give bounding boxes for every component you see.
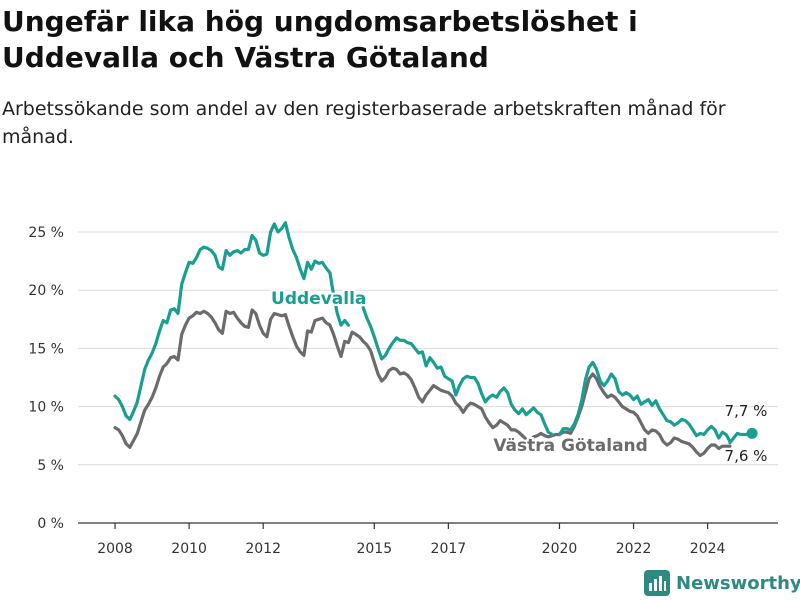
series-line-uddevalla [557,360,732,444]
x-tick-label: 2015 [356,541,392,557]
chart-title: Ungefär lika hög ungdomsarbetslöshet i U… [2,5,638,74]
x-tick-label: 2024 [690,541,726,557]
series-lines [113,221,754,458]
grid-lines [78,231,778,466]
y-tick-label: 20 % [28,283,64,299]
y-tick-label: 5 % [37,458,64,474]
x-tick-label: 2017 [431,541,467,557]
x-tick-label: 2020 [542,541,578,557]
end-point-marker [746,427,758,439]
x-tick-label: 2012 [245,541,281,557]
series-line-uddevalla [113,221,336,421]
logo-text: Newsworthy [676,572,800,594]
series-line-uddevalla [361,306,554,437]
series-name-label: Västra Götaland [493,436,648,456]
y-tick-label: 25 % [28,225,64,241]
end-value-label-vastra-gotaland: 7,6 % [725,447,768,465]
end-value-label-uddevalla: 7,7 % [725,402,768,420]
axes: 0 % 5 % 10 % 15 % 20 % 25 % 2008 2010 2012 2015 20… [28,225,778,557]
x-tick-label: 2022 [616,541,652,557]
y-tick-label: 10 % [28,400,64,416]
chart-subtitle: Arbetssökande som andel av den registerb… [2,98,726,148]
newsworthy-logo: Newsworthy [644,568,800,598]
x-tick-label: 2008 [97,541,133,557]
bar-chart-logo-icon [644,570,670,596]
y-tick-label: 15 % [28,341,64,357]
series-labels: Uddevalla Västra Götaland 7,7 % 7,6 % [269,287,768,465]
series-line-uddevalla [332,293,350,327]
y-tick-label: 0 % [37,516,64,532]
x-tick-label: 2010 [171,541,207,557]
series-name-label: Uddevalla [271,289,366,309]
series-line-västra-götaland [113,308,732,458]
